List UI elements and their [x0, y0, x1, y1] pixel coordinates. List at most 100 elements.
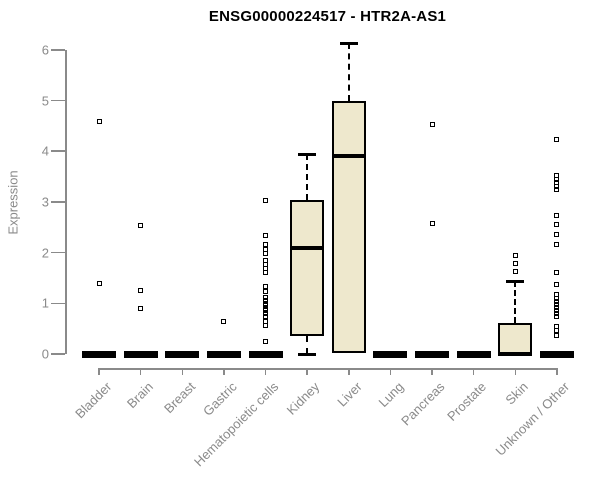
x-axis-tick	[223, 368, 225, 375]
outlier-point-hematopoietic-cells	[263, 339, 269, 345]
outlier-point-unknown-other	[554, 242, 560, 248]
y-tick-label: 2	[41, 245, 49, 261]
outlier-point-skin	[512, 261, 518, 267]
upper-whisker-kidney	[306, 154, 309, 200]
upper-whisker-cap-skin	[506, 279, 525, 283]
lower-whisker-cap-kidney	[298, 352, 317, 356]
box-skin	[498, 323, 533, 354]
outlier-point-pancreas	[429, 221, 435, 227]
outlier-point-unknown-other	[554, 304, 560, 310]
y-tick-label: 6	[41, 42, 49, 58]
lower-whisker-kidney	[306, 336, 309, 354]
outlier-point-unknown-other	[554, 295, 560, 301]
outlier-point-hematopoietic-cells	[263, 294, 269, 300]
x-category-label-liver: Liver	[333, 379, 365, 410]
outlier-point-hematopoietic-cells	[263, 288, 269, 294]
collapsed-box-unknown-other	[539, 350, 574, 358]
median-kidney	[290, 245, 325, 250]
y-tick-label: 5	[41, 93, 49, 108]
collapsed-box-breast	[165, 350, 200, 358]
outlier-point-unknown-other	[554, 333, 560, 339]
outlier-point-unknown-other	[554, 298, 560, 304]
x-category-label-skin: Skin	[502, 379, 531, 408]
outlier-point-hematopoietic-cells	[263, 300, 269, 306]
outlier-point-hematopoietic-cells	[263, 308, 269, 314]
outlier-point-unknown-other	[554, 328, 560, 334]
collapsed-box-bladder	[82, 350, 116, 358]
x-axis-tick	[139, 368, 142, 375]
y-axis-tick	[51, 302, 65, 305]
chart-title: ENSG00000224517 - HTR2A-AS1	[208, 8, 447, 25]
outlier-point-unknown-other	[554, 222, 560, 228]
outlier-point-unknown-other	[554, 313, 560, 319]
x-axis-tick	[181, 368, 184, 375]
upper-whisker-skin	[514, 281, 517, 324]
outlier-point-hematopoietic-cells	[263, 297, 269, 303]
x-axis-tick	[556, 368, 558, 375]
x-axis-tick	[348, 368, 350, 375]
x-category-label-breast: Breast	[160, 379, 198, 417]
y-axis-line	[65, 49, 67, 354]
outlier-point-brain	[138, 223, 144, 229]
x-category-label-unknown-other: Unknown / Other	[493, 379, 573, 459]
x-axis-tick	[514, 368, 517, 375]
outlier-point-brain	[138, 305, 144, 311]
x-category-label-lung: Lung	[375, 379, 407, 411]
collapsed-box-lung	[373, 350, 408, 358]
y-tick-label: 0	[41, 346, 49, 362]
outlier-point-hematopoietic-cells	[263, 314, 269, 320]
outlier-point-hematopoietic-cells	[263, 246, 269, 252]
outlier-point-unknown-other	[554, 137, 560, 143]
outlier-point-hematopoietic-cells	[263, 323, 269, 329]
y-tick-label: 4	[41, 143, 49, 159]
x-axis-tick	[98, 368, 100, 375]
outlier-point-hematopoietic-cells	[263, 284, 269, 290]
outlier-point-brain	[138, 288, 144, 294]
x-category-label-pancreas: Pancreas	[398, 379, 448, 429]
outlier-point-unknown-other	[554, 212, 560, 218]
x-axis-tick	[472, 368, 475, 375]
collapsed-box-brain	[123, 350, 158, 358]
x-category-label-gastric: Gastric	[199, 379, 240, 419]
outlier-point-bladder	[96, 119, 102, 125]
box-kidney	[290, 199, 325, 337]
outlier-point-unknown-other	[554, 310, 560, 316]
outlier-point-hematopoietic-cells	[263, 305, 269, 311]
outlier-point-gastric	[221, 319, 227, 325]
outlier-point-unknown-other	[554, 270, 560, 276]
upper-whisker-liver	[347, 43, 350, 101]
x-category-label-brain: Brain	[124, 379, 157, 412]
collapsed-box-hematopoietic-cells	[248, 350, 283, 358]
y-axis-tick	[51, 150, 65, 152]
y-axis-tick	[51, 49, 65, 51]
outlier-point-unknown-other	[554, 232, 560, 238]
x-category-label-bladder: Bladder	[72, 379, 115, 422]
box-liver	[331, 101, 366, 353]
outlier-point-hematopoietic-cells	[263, 198, 269, 204]
outlier-point-hematopoietic-cells	[263, 270, 269, 276]
x-category-label-kidney: Kidney	[284, 379, 323, 418]
collapsed-box-gastric	[206, 350, 241, 358]
collapsed-box-pancreas	[415, 350, 450, 358]
y-axis-tick	[51, 353, 65, 355]
outlier-point-unknown-other	[554, 301, 560, 307]
y-tick-label: 3	[41, 194, 49, 210]
outlier-point-unknown-other	[554, 307, 560, 313]
x-axis-tick	[389, 368, 392, 375]
outlier-point-hematopoietic-cells	[263, 303, 269, 309]
outlier-point-unknown-other	[554, 323, 560, 329]
y-axis-tick	[51, 201, 65, 203]
y-axis-tick	[51, 251, 65, 254]
upper-whisker-cap-kidney	[298, 152, 317, 156]
x-category-label-prostate: Prostate	[444, 379, 490, 424]
y-tick-label: 1	[41, 295, 49, 311]
x-axis-tick	[306, 368, 308, 375]
outlier-point-hematopoietic-cells	[263, 233, 269, 239]
outlier-point-skin	[512, 252, 518, 258]
median-skin	[498, 352, 533, 356]
outlier-point-unknown-other	[554, 187, 560, 193]
outlier-point-pancreas	[429, 122, 435, 128]
x-axis-tick	[264, 368, 267, 375]
median-liver	[331, 153, 366, 158]
